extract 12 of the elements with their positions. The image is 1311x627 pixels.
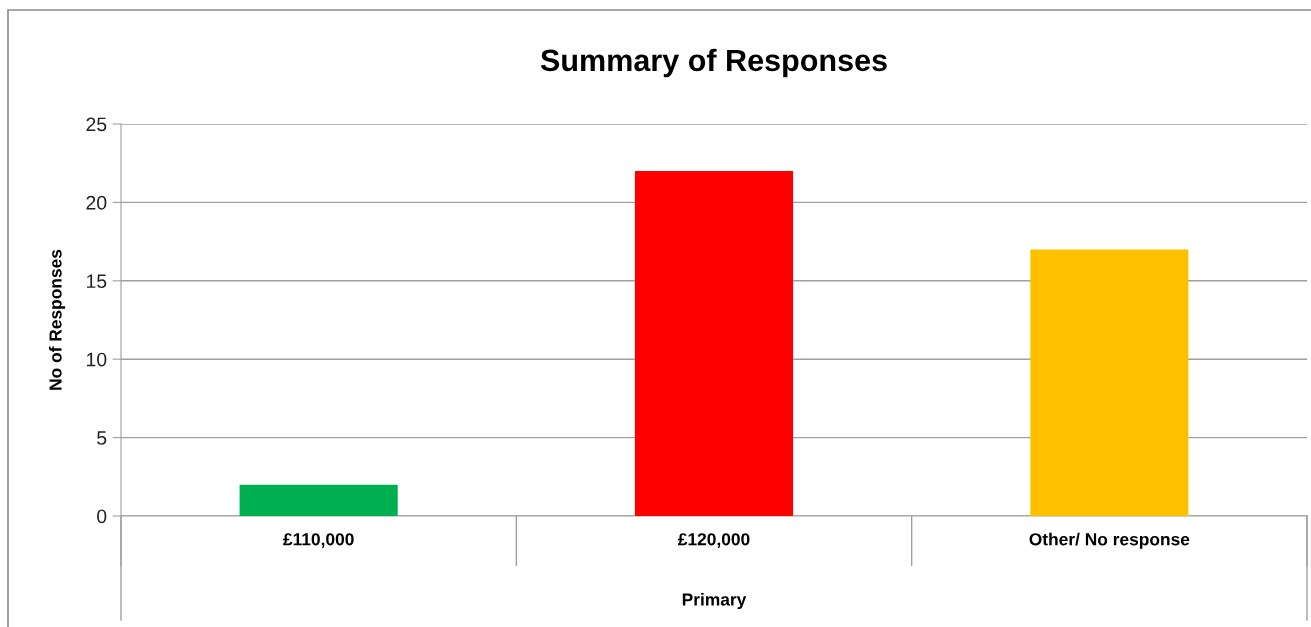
x-axis-title: Primary xyxy=(682,592,747,610)
y-tick-label: 5 xyxy=(97,431,107,445)
y-tick-label: 20 xyxy=(86,195,107,210)
x-tick-label: £110,000 xyxy=(283,533,354,548)
y-tick-label: 25 xyxy=(86,117,107,132)
x-tick-label: £120,000 xyxy=(677,533,750,548)
chart-title: Summary of Responses xyxy=(540,48,887,78)
x-tick-label: Other/ No response xyxy=(1029,532,1190,549)
y-tick-label: 0 xyxy=(97,509,107,524)
y-axis-title: No of Responses xyxy=(48,249,66,390)
y-tick-label: 10 xyxy=(86,352,107,367)
y-tick-label: 15 xyxy=(86,274,107,289)
